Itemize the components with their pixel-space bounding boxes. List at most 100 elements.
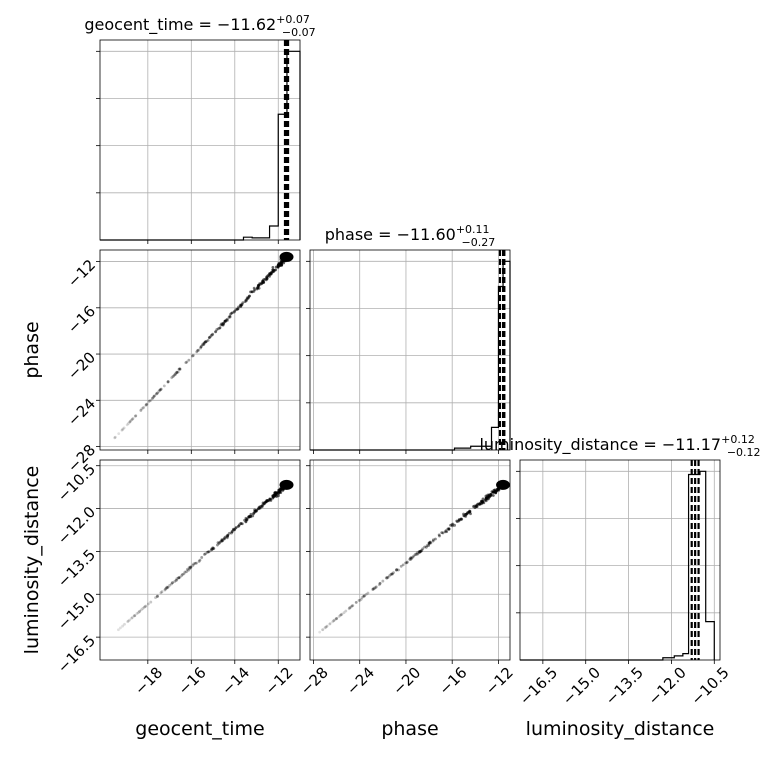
- scatter-point: [130, 616, 134, 619]
- scatter-point: [175, 371, 179, 375]
- scatter-point: [391, 572, 394, 576]
- scatter-point: [244, 520, 248, 524]
- scatter-point: [164, 586, 168, 590]
- scatter-point: [125, 423, 129, 427]
- scatter-point: [328, 622, 332, 625]
- scatter-point: [223, 319, 227, 323]
- scatter-point: [405, 560, 409, 564]
- panel-title-geocent_time: geocent_time = −11.62+0.07 −0.07: [84, 13, 315, 39]
- scatter-point: [451, 522, 455, 526]
- scatter-point: [460, 517, 464, 521]
- scatter-point: [374, 585, 378, 589]
- scatter-point: [493, 488, 497, 492]
- scatter-point: [332, 619, 336, 622]
- scatter-point: [233, 309, 237, 313]
- scatter-point: [234, 308, 238, 312]
- scatter-point: [175, 577, 179, 581]
- scatter-point: [385, 576, 389, 580]
- scatter-point: [348, 606, 352, 610]
- scatter-point: [218, 326, 222, 330]
- scatter-point: [371, 587, 375, 590]
- scatter-point: [224, 535, 228, 539]
- scatter-point: [221, 321, 225, 325]
- scatter-point: [412, 554, 416, 558]
- scatter-point: [225, 317, 229, 321]
- scatter-point: [166, 380, 170, 384]
- scatter-point: [158, 388, 162, 392]
- scatter-point: [166, 380, 170, 384]
- scatter-point: [195, 350, 199, 354]
- scatter-point: [455, 519, 459, 523]
- x-tick-label-luminosity_distance-1: −15.0: [559, 664, 604, 709]
- scatter-point: [371, 588, 375, 591]
- y-tick-label-luminosity_distance-0: −16.5: [54, 631, 99, 676]
- scatter-point: [360, 596, 364, 599]
- title-minus-phase: −0.27: [462, 236, 496, 249]
- scatter-point: [126, 422, 130, 425]
- scatter-point: [220, 538, 224, 542]
- x-axis-label-phase: phase: [381, 718, 438, 740]
- scatter-point: [347, 607, 351, 611]
- scatter-point: [163, 588, 167, 592]
- scatter-point: [185, 360, 189, 364]
- scatter-point: [144, 403, 148, 406]
- title-main-geocent_time: geocent_time = −11.62: [84, 15, 276, 35]
- scatter-point: [428, 540, 432, 544]
- scatter-point: [335, 617, 338, 620]
- title-plus-geocent_time: +0.07: [276, 13, 310, 26]
- scatter-point: [265, 277, 269, 281]
- scatter-point: [236, 525, 240, 528]
- scatter-point: [126, 620, 130, 624]
- scatter-point: [409, 558, 413, 561]
- scatter-point: [178, 367, 182, 371]
- title-plus-phase: +0.11: [456, 223, 490, 236]
- scatter-point: [151, 396, 154, 400]
- scatter-point: [399, 564, 403, 568]
- scatter-panel-phase-luminosity_distance: [306, 459, 511, 664]
- scatter-point: [334, 617, 338, 620]
- scatter-point: [152, 394, 156, 398]
- scatter-point: [228, 315, 232, 319]
- scatter-point: [234, 526, 238, 530]
- scatter-point: [222, 321, 226, 325]
- scatter-point: [245, 518, 249, 522]
- scatter-point: [232, 310, 236, 314]
- scatter-point: [236, 307, 240, 311]
- scatter-point: [409, 556, 412, 560]
- scatter-point: [131, 417, 135, 420]
- scatter-point: [173, 373, 177, 376]
- scatter-point: [171, 581, 175, 585]
- density-core-phase-luminosity_distance: [496, 479, 510, 490]
- scatter-point: [486, 494, 490, 498]
- scatter-point: [241, 301, 245, 305]
- scatter-point: [220, 538, 224, 542]
- scatter-point: [121, 624, 125, 628]
- scatter-point: [230, 530, 234, 533]
- scatter-point: [164, 587, 167, 591]
- scatter-point: [371, 587, 375, 591]
- scatter-point: [144, 604, 148, 608]
- scatter-point: [193, 561, 197, 565]
- scatter-point: [238, 303, 242, 307]
- scatter-point: [401, 563, 405, 567]
- scatter-point: [475, 504, 478, 508]
- scatter-point: [226, 534, 229, 538]
- scatter-point: [173, 580, 177, 583]
- scatter-point: [377, 583, 381, 587]
- scatter-point: [351, 604, 355, 607]
- scatter-point: [200, 345, 203, 348]
- scatter-point: [323, 626, 327, 630]
- scatter-point: [364, 592, 368, 596]
- scatter-point: [184, 361, 188, 365]
- scatter-point: [120, 428, 124, 432]
- scatter-point: [166, 585, 170, 589]
- x-tick-label-geocent_time-2: −14: [218, 664, 253, 699]
- scatter-point: [222, 322, 226, 326]
- scatter-point: [418, 550, 421, 554]
- scatter-point: [113, 435, 117, 439]
- scatter-point: [390, 572, 394, 576]
- scatter-point: [335, 616, 339, 620]
- frame-phase-luminosity_distance: [309, 459, 511, 661]
- scatter-point: [395, 568, 398, 572]
- hist-panel-phase: phase = −11.60+0.11 −0.27: [306, 223, 511, 454]
